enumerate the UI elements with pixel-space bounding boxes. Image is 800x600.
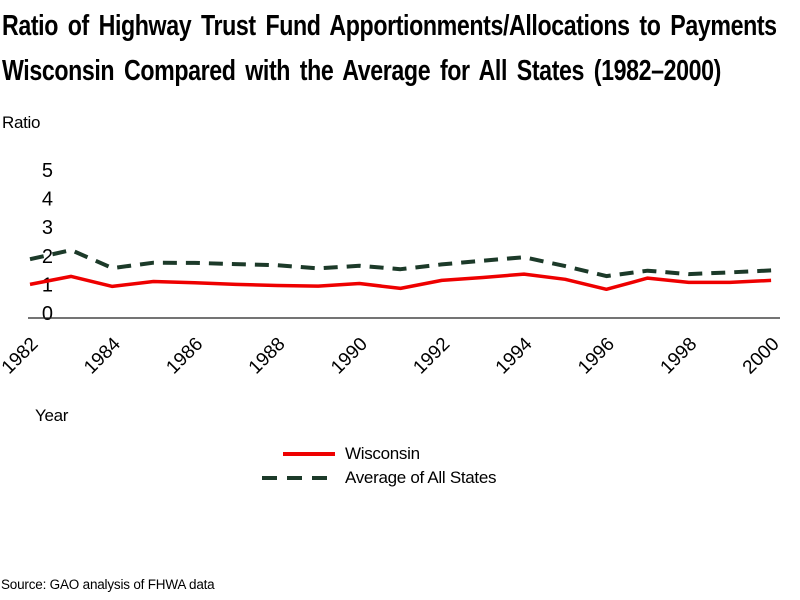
x-tick-label-1990: 1990 [327, 334, 372, 379]
chart-title: Ratio of Highway Trust Fund Apportionmen… [2, 4, 800, 94]
y-axis-title: Ratio [2, 113, 41, 132]
wisconsin-line-swatch [283, 452, 335, 456]
x-tick-label-2000: 2000 [739, 334, 784, 379]
y-tick-label-5: 5 [42, 160, 53, 182]
x-tick-label-1988: 1988 [245, 334, 290, 379]
y-tick-label-2: 2 [42, 246, 53, 268]
x-tick-label-1998: 1998 [657, 334, 702, 379]
y-tick-label-4: 4 [42, 189, 53, 211]
legend-item-wisconsin: Wisconsin [262, 442, 496, 466]
x-tick-label-1986: 1986 [162, 334, 207, 379]
average-line-swatch [262, 476, 336, 480]
x-axis-title: Year [35, 406, 69, 425]
x-tick-label-1982: 1982 [0, 334, 43, 379]
y-tick-label-1: 1 [42, 274, 53, 296]
chart-title-line2: Wisconsin Compared with the Average for … [2, 55, 721, 87]
source-note: Source: GAO analysis of FHWA data [1, 577, 215, 592]
x-tick-label-1992: 1992 [409, 334, 454, 379]
chart-title-line1: Ratio of Highway Trust Fund Apportionmen… [2, 10, 777, 42]
line-chart: 5 4 3 2 1 0 1982 1984 1986 1988 1990 1992 1994 1996 19… [0, 160, 784, 379]
x-tick-label-1996: 1996 [574, 334, 619, 379]
y-tick-label-0: 0 [42, 303, 53, 325]
y-tick-label-3: 3 [42, 217, 53, 239]
series-line-wisconsin [29, 272, 772, 292]
series-line-average-of-all-states [29, 248, 772, 279]
legend-item-average-of-all-states: Average of All States [262, 466, 497, 490]
legend-label-wisconsin: Wisconsin [345, 444, 420, 463]
x-tick-label-1994: 1994 [492, 333, 537, 378]
x-tick-label-1984: 1984 [80, 333, 125, 378]
legend: Wisconsin Average of All States [262, 442, 497, 490]
legend-label-average-of-all-states: Average of All States [345, 468, 497, 487]
